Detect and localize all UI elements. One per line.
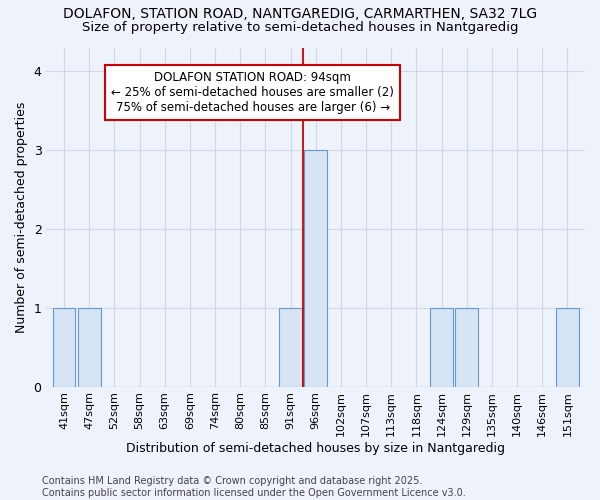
Bar <box>455 308 478 386</box>
Text: Size of property relative to semi-detached houses in Nantgaredig: Size of property relative to semi-detach… <box>82 22 518 35</box>
Y-axis label: Number of semi-detached properties: Number of semi-detached properties <box>15 102 28 332</box>
Bar <box>304 150 327 386</box>
Text: DOLAFON, STATION ROAD, NANTGAREDIG, CARMARTHEN, SA32 7LG: DOLAFON, STATION ROAD, NANTGAREDIG, CARM… <box>63 8 537 22</box>
Bar <box>430 308 453 386</box>
Bar <box>279 308 302 386</box>
X-axis label: Distribution of semi-detached houses by size in Nantgaredig: Distribution of semi-detached houses by … <box>126 442 505 455</box>
Bar <box>53 308 76 386</box>
Bar <box>78 308 101 386</box>
Text: DOLAFON STATION ROAD: 94sqm
← 25% of semi-detached houses are smaller (2)
75% of: DOLAFON STATION ROAD: 94sqm ← 25% of sem… <box>112 71 394 114</box>
Bar <box>556 308 579 386</box>
Text: Contains HM Land Registry data © Crown copyright and database right 2025.
Contai: Contains HM Land Registry data © Crown c… <box>42 476 466 498</box>
